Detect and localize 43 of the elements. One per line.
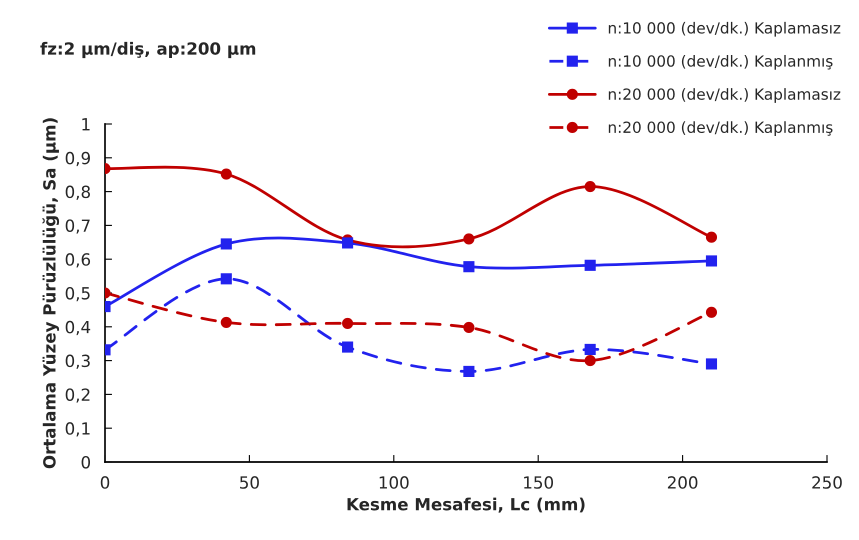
chart-title: fz:2 µm/diş, ap:200 µm [40,42,256,58]
x-tick-label: 250 [812,476,842,489]
x-tick-label: 200 [668,476,698,489]
y-tick-label: 0,3 [66,354,90,369]
point [220,316,232,328]
y-tick-label: 0,1 [66,422,90,436]
x-tick-label: 50 [240,476,259,489]
x-tick-label: 100 [380,476,409,489]
point [220,238,232,250]
point [463,322,474,334]
x-tick-label: 0 [100,476,110,489]
x-axis-title: Kesme Mesafesi, Lc (mm) [348,498,585,513]
point [463,233,474,244]
point [463,261,474,272]
y-tick-label: 0,5 [66,286,90,302]
y-tick-label: 0,7 [66,219,90,234]
point [220,168,232,180]
point [584,260,596,271]
point [342,318,354,329]
point [342,237,354,249]
legend-label: n:10 000 (dev/dk.) Kaplanmış [608,54,833,70]
point [584,355,596,366]
point [463,366,474,377]
y-tick-label: 0 [82,456,90,469]
y-tick-label: 0,2 [66,388,90,403]
point [584,344,596,355]
y-tick-label: 0,9 [66,152,90,166]
point [706,358,718,370]
y-tick-label: 1 [82,118,90,130]
point [706,232,718,243]
point [220,273,232,284]
point [342,342,354,353]
legend-label: n:20 000 (dev/dk.) Kaplanmış [608,121,833,136]
y-tick-label: 0,8 [66,186,90,200]
point [584,180,596,192]
x-tick-label: 150 [524,476,553,489]
point [706,306,718,318]
y-tick-label: 0,6 [66,253,90,268]
point [706,255,718,266]
y-axis-title: Ortalama Yüzey Pürüzlülüğü, Sa (µm) [42,118,60,468]
legend-label: n:10 000 (dev/dk.) Kaplamasız [608,22,840,37]
legend-label: n:20 000 (dev/dk.) Kaplamasız [608,88,840,103]
y-tick-label: 0,4 [66,320,90,336]
